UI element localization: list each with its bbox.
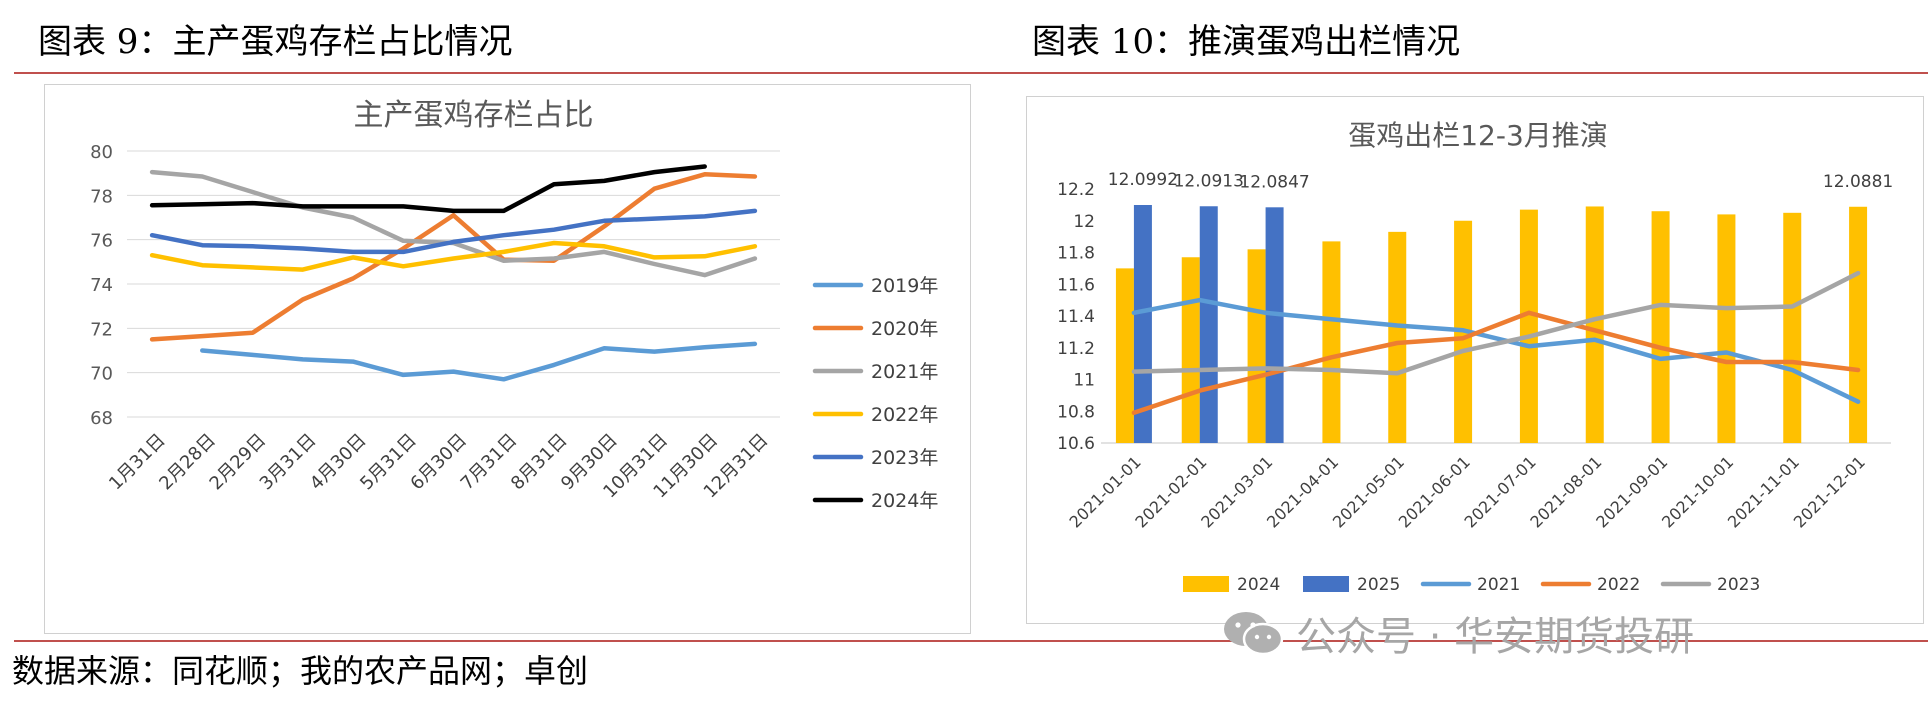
bottom-rule: [14, 640, 1928, 642]
y-tick-label-78: 78: [90, 186, 113, 207]
left-figure-caption: 图表 9：主产蛋鸡存栏占比情况: [38, 22, 513, 62]
legend-label-2023: 2023: [1717, 575, 1760, 595]
y-tick-label-11: 11: [1073, 371, 1095, 391]
legend-label-2022: 2022年: [871, 404, 938, 426]
legend-label-2021: 2021年: [871, 361, 938, 383]
left-chart: 主产蛋鸡存栏占比687072747678801月31日2月28日2月29日3月3…: [90, 98, 938, 512]
right-chart-frame: 蛋鸡出栏12-3月推演 10.6 10.8 11 11.2 11.4 11.6 11.8 12 1…: [1026, 96, 1924, 624]
series-line-2024: [149, 164, 707, 214]
bar-2024-4: [1388, 231, 1407, 443]
data-label-2025-2: 12.0847: [1239, 172, 1309, 192]
top-rule: [14, 72, 1928, 74]
series-line-2019: [200, 341, 758, 382]
bar-2025-0: [1133, 205, 1152, 443]
y-tick-label-10-6: 10.6: [1057, 434, 1095, 454]
legend-label-2025: 2025: [1357, 575, 1400, 595]
legend-label-2024: 2024: [1237, 575, 1280, 595]
watermark-text: 公众号 · 华安期货投研: [1296, 614, 1695, 660]
y-tick-label-72: 72: [90, 319, 113, 340]
bar-2024-0: [1115, 268, 1134, 443]
wechat-icon: [1224, 612, 1284, 656]
series-line-2020: [149, 172, 758, 342]
right-chart: 蛋鸡出栏12-3月推演 10.6 10.8 11 11.2 11.4 11.6 11.8 12 1…: [1057, 119, 1893, 595]
series-line-2023: [1131, 270, 1861, 376]
legend-label-2019: 2019年: [871, 275, 938, 297]
bar-2024-2: [1247, 249, 1266, 443]
chart-title: 蛋鸡出栏12-3月推演: [1348, 119, 1608, 152]
bar-2024-3: [1322, 241, 1341, 443]
y-tick-label-76: 76: [90, 231, 113, 252]
series-line-2022: [1131, 310, 1861, 416]
legend-swatch-2024: [1183, 576, 1229, 592]
y-tick-label-11-8: 11.8: [1057, 244, 1095, 264]
y-tick-label-12: 12: [1073, 212, 1095, 232]
data-label-2025-0: 12.0992: [1108, 170, 1178, 190]
bar-2024-6: [1519, 209, 1538, 443]
y-tick-label-11-4: 11.4: [1057, 307, 1095, 327]
legend-label-2020: 2020年: [871, 318, 938, 340]
left-chart-frame: 主产蛋鸡存栏占比 68 70 72 74 76 78 80 1月31日 2月28日 2月29日 3月3…: [44, 84, 971, 634]
watermark: 公众号 · 华安期货投研: [1222, 604, 1694, 662]
bar-2025-1: [1199, 206, 1218, 443]
y-tick-label-70: 70: [90, 364, 113, 385]
legend-label-2023: 2023年: [871, 447, 938, 469]
series-line-2021: [1131, 297, 1861, 404]
series-line-2023: [149, 208, 758, 255]
legend-swatch-2025: [1303, 576, 1349, 592]
y-tick-label-10-8: 10.8: [1057, 402, 1095, 422]
bar-2024-1: [1181, 257, 1200, 443]
bar-2024-10: [1783, 212, 1802, 443]
source-note: 数据来源：同花顺；我的农产品网；卓创: [12, 652, 589, 690]
y-tick-label-11-6: 11.6: [1057, 275, 1095, 295]
bar-2025-2: [1265, 207, 1284, 443]
chart-title: 主产蛋鸡存栏占比: [354, 98, 594, 133]
y-tick-label-80: 80: [90, 142, 113, 163]
data-label-2025-1: 12.0913: [1174, 171, 1244, 191]
bar-2024-7: [1585, 206, 1604, 443]
y-tick-label-11-2: 11.2: [1057, 339, 1095, 359]
bar-2024-8: [1651, 211, 1670, 443]
x-tick-label-11: 2021-12-01: [1790, 452, 1869, 531]
data-label-2024-11: 12.0881: [1823, 172, 1893, 192]
series-line-2022: [149, 240, 758, 272]
legend-label-2024: 2024年: [871, 490, 938, 512]
y-tick-label-12-2: 12.2: [1057, 180, 1095, 200]
right-figure-caption: 图表 10：推演蛋鸡出栏情况: [1032, 22, 1461, 62]
legend-label-2022: 2022: [1597, 575, 1640, 595]
bar-2024-9: [1717, 214, 1736, 443]
legend-label-2021: 2021: [1477, 575, 1520, 595]
y-tick-label-74: 74: [90, 275, 113, 296]
bar-2024-11: [1849, 206, 1868, 443]
y-tick-label-68: 68: [90, 408, 113, 429]
